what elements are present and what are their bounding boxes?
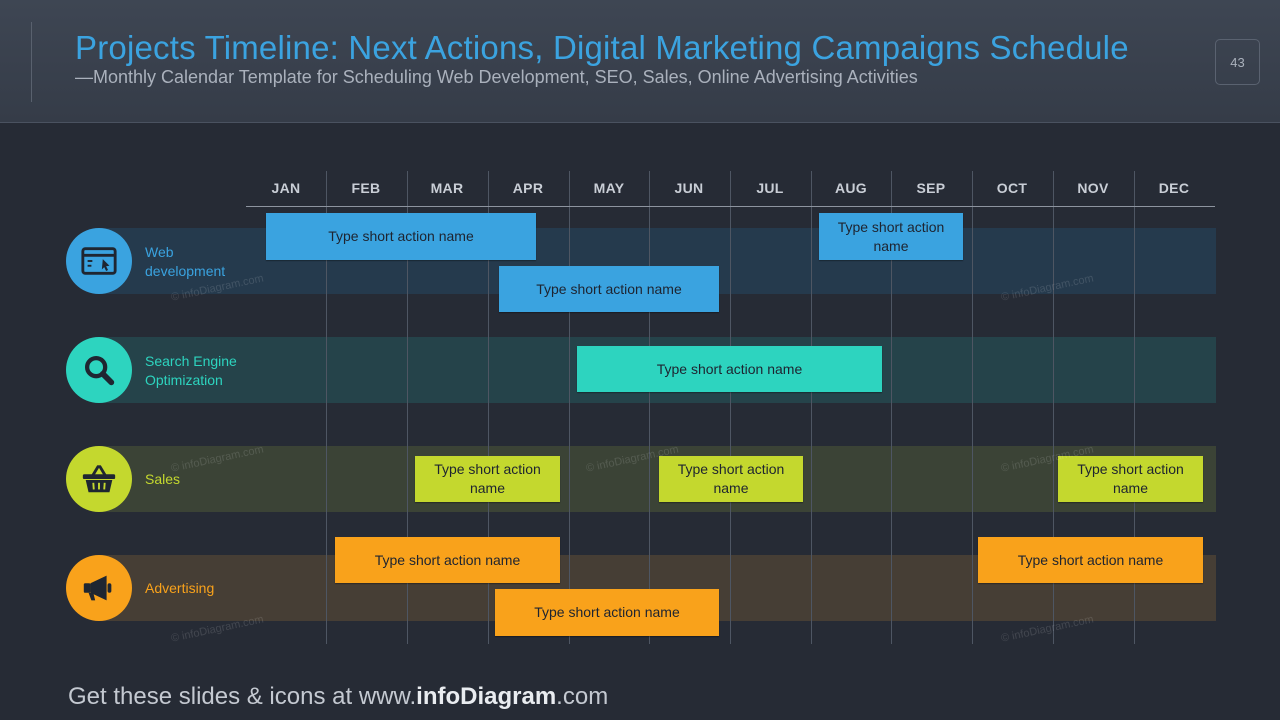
magnifier-icon (84, 355, 115, 386)
action-bar-ads-3[interactable]: Type short action name (495, 589, 719, 636)
month-grid-line (569, 171, 570, 644)
page-title: Projects Timeline: Next Actions, Digital… (75, 29, 1129, 66)
action-bar-web-2[interactable]: Type short action name (819, 213, 963, 260)
month-nov: NOV (1077, 180, 1109, 196)
action-bar-ads-2[interactable]: Type short action name (978, 537, 1203, 583)
month-may: MAY (593, 180, 625, 196)
row-label-ads: Advertising (145, 580, 215, 596)
footer-suffix: .com (556, 683, 609, 710)
row-label-seo: Search Engine Optimization (145, 353, 237, 388)
month-grid-line (1053, 171, 1054, 644)
month-header-rule (246, 206, 1215, 207)
month-grid-line (1134, 171, 1135, 644)
month-jun: JUN (674, 180, 704, 196)
month-grid-line (649, 171, 650, 644)
month-oct: OCT (996, 180, 1028, 196)
month-grid-line (407, 171, 408, 644)
megaphone-icon (83, 575, 112, 601)
action-bar-ads-1[interactable]: Type short action name (335, 537, 560, 583)
month-grid-line (811, 171, 812, 644)
month-apr: APR (512, 180, 544, 196)
action-bar-sales-3[interactable]: Type short action name (1058, 456, 1203, 502)
footer-brand: infoDiagram (416, 683, 557, 710)
month-jul: JUL (756, 180, 784, 196)
page-subtitle: —Monthly Calendar Template for Schedulin… (75, 67, 918, 87)
footer-prefix: Get these slides & icons at www. (68, 683, 417, 710)
month-grid-line (972, 171, 973, 644)
browser-window-icon (81, 247, 117, 275)
month-feb: FEB (351, 180, 381, 196)
header-divider (31, 22, 32, 102)
seo-icon (66, 337, 132, 403)
month-grid-line (488, 171, 489, 644)
row-label-sales: Sales (145, 471, 181, 487)
month-sep: SEP (916, 180, 946, 196)
basket-icon (82, 465, 116, 493)
action-bar-sales-2[interactable]: Type short action name (659, 456, 803, 502)
action-bar-seo-1[interactable]: Type short action name (577, 346, 882, 392)
web-development-icon (66, 228, 132, 294)
action-bar-sales-1[interactable]: Type short action name (415, 456, 560, 502)
sales-icon (66, 446, 132, 512)
header-bar: Projects Timeline: Next Actions, Digital… (0, 0, 1280, 123)
row-label-web: Web development (145, 244, 226, 279)
band-sales (98, 446, 1216, 512)
month-dec: DEC (1158, 180, 1190, 196)
advertising-icon (66, 555, 132, 621)
footer-text: Get these slides & icons at www.infoDiag… (68, 683, 608, 711)
month-jan: JAN (271, 180, 301, 196)
action-bar-web-3[interactable]: Type short action name (499, 266, 719, 312)
action-bar-web-1[interactable]: Type short action name (266, 213, 536, 260)
page-number: 43 (1215, 39, 1260, 85)
month-aug: AUG (834, 180, 867, 196)
month-grid-line (891, 171, 892, 644)
month-mar: MAR (430, 180, 464, 196)
month-grid-line (730, 171, 731, 644)
month-grid-line (326, 171, 327, 644)
